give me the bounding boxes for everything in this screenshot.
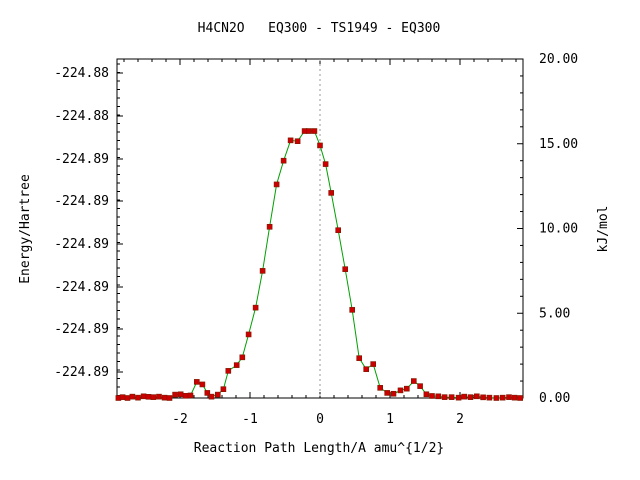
data-point (441, 394, 448, 400)
y2-tick-label: 0.00 (539, 391, 570, 406)
data-point (204, 390, 211, 396)
x-tick-label: -2 (172, 412, 188, 427)
data-point (225, 368, 232, 374)
y-tick-label: -224.88 (54, 66, 109, 81)
data-point (467, 394, 474, 400)
data-point (156, 393, 162, 400)
left-axis: -224.88 -224.88 -224.89 -224.89 -224.89 -224.… (54, 63, 123, 396)
data-point (287, 137, 294, 144)
data-point (410, 378, 417, 384)
data-point (172, 391, 178, 398)
y2-tick-label: 5.00 (539, 306, 570, 321)
data-point (177, 391, 184, 398)
data-point (233, 362, 240, 368)
data-point (150, 394, 157, 400)
chart-title: H4CN2O EQ300 - TS1949 - EQ300 (198, 21, 441, 36)
data-point (161, 394, 168, 401)
data-point (322, 161, 329, 167)
y-tick-label: -224.89 (54, 237, 109, 252)
data-point (252, 304, 259, 311)
data-point (486, 394, 493, 401)
data-point (480, 394, 486, 401)
data-point (199, 381, 206, 388)
data-point (397, 387, 404, 394)
data-point (506, 394, 512, 400)
data-point (403, 385, 410, 392)
data-point (135, 394, 141, 401)
data-point (356, 355, 363, 361)
data-point (448, 394, 455, 400)
y2-tick-label: 10.00 (539, 222, 578, 237)
data-point (305, 128, 312, 134)
data-point (215, 391, 221, 398)
data-point (124, 395, 131, 401)
data-point (294, 138, 301, 145)
y2-tick-label: 15.00 (539, 137, 578, 152)
data-point (455, 394, 462, 401)
y-tick-label: -224.89 (54, 365, 109, 380)
data-point (239, 354, 246, 361)
y-tick-label: -224.89 (54, 280, 109, 295)
data-point (349, 307, 356, 313)
data-point (511, 394, 518, 401)
data-point (317, 142, 323, 149)
y-tick-label: -224.89 (54, 152, 109, 167)
data-point (517, 395, 524, 401)
data-point (499, 394, 506, 401)
data-point (273, 181, 280, 188)
data-point (473, 393, 480, 400)
data-point (363, 366, 370, 372)
data-point (166, 395, 173, 401)
data-point (342, 266, 349, 272)
data-point (208, 393, 215, 400)
data-point (220, 386, 227, 392)
data-point (311, 128, 318, 134)
data-point (461, 393, 468, 400)
data-point (335, 227, 342, 233)
data-point (377, 385, 384, 391)
x-axis-label: Reaction Path Length/A amu^{1/2} (194, 441, 444, 456)
data-point (145, 394, 152, 400)
data-point (245, 331, 252, 338)
data-point (370, 361, 377, 367)
data-point (259, 268, 266, 274)
data-point (140, 393, 147, 400)
data-point (328, 190, 335, 196)
data-point (423, 391, 430, 398)
data-point (280, 157, 287, 164)
x-tick-label: 1 (386, 412, 394, 427)
data-point (182, 392, 189, 399)
y-tick-label: -224.89 (54, 322, 109, 337)
data-point (417, 383, 423, 389)
y-tick-label: -224.89 (54, 194, 109, 209)
energy-curve (118, 130, 521, 399)
data-point (119, 394, 126, 400)
data-point (429, 393, 435, 399)
y2-tick-label: 20.00 (539, 52, 578, 67)
series-layer (115, 59, 524, 401)
data-point (187, 392, 194, 399)
data-point (384, 390, 391, 396)
data-point (266, 224, 273, 230)
right-axis: 0.00 5.00 10.00 15.00 20.00 (517, 52, 578, 406)
y2-axis-label: kJ/mol (596, 206, 611, 253)
x-tick-label: 2 (456, 412, 464, 427)
y-tick-label: -224.88 (54, 109, 109, 124)
data-point (493, 395, 500, 401)
x-tick-label: -1 (242, 412, 258, 427)
data-point (194, 379, 200, 385)
data-point (129, 393, 136, 400)
x-tick-label: 0 (316, 412, 324, 427)
data-point (390, 390, 397, 397)
data-point (435, 393, 442, 400)
y-axis-label: Energy/Hartree (18, 174, 33, 284)
